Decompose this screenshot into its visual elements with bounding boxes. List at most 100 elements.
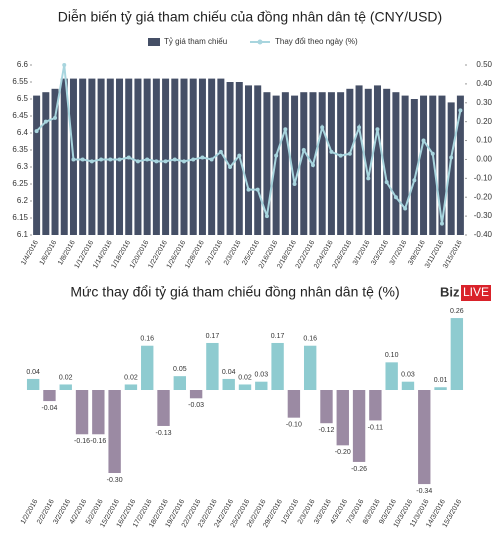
bar [43, 390, 56, 402]
line-marker [439, 221, 444, 226]
bar [26, 378, 40, 390]
line-marker [154, 159, 159, 164]
y-tick-label: 6.15 [12, 213, 28, 222]
bar [281, 92, 289, 235]
line-marker [200, 155, 205, 160]
line-marker [403, 206, 408, 211]
line-marker [108, 157, 113, 162]
x-tick-label: 3/3/2016 [370, 239, 390, 266]
x-tick-label: 2/26/2016 [332, 239, 354, 270]
line-marker [89, 159, 94, 164]
line-marker [80, 157, 85, 162]
line-marker [430, 151, 435, 156]
bar [97, 78, 105, 235]
bar [60, 78, 68, 235]
bar [327, 92, 335, 235]
line-marker [182, 159, 187, 164]
line-marker [301, 148, 306, 152]
bar [373, 85, 381, 236]
line-marker [329, 149, 334, 154]
data-label: -0.10 [286, 422, 302, 429]
bar [336, 390, 349, 446]
line-marker [135, 159, 140, 164]
bar [157, 390, 170, 426]
bar [254, 85, 262, 236]
bar [369, 390, 382, 421]
bar [303, 345, 317, 390]
bar [92, 390, 105, 435]
bar [401, 381, 415, 390]
y-tick-label: 6.25 [12, 179, 28, 188]
data-label: -0.34 [416, 488, 432, 495]
data-label: 0.03 [254, 372, 268, 379]
bar [143, 78, 151, 235]
line-marker [412, 178, 417, 183]
data-label: -0.30 [107, 477, 123, 484]
data-label: 0.17 [271, 333, 285, 340]
line-marker [264, 214, 269, 219]
line-marker [191, 157, 196, 162]
data-label: 0.10 [385, 352, 399, 359]
y-tick-label: 6.2 [17, 196, 29, 205]
bar [434, 387, 447, 390]
data-label: 0.04 [26, 369, 40, 376]
bar [320, 390, 333, 424]
bar [352, 390, 366, 462]
x-tick-label: 2/1/2016 [205, 239, 225, 266]
data-label: 0.02 [59, 374, 73, 381]
line-marker [449, 155, 454, 160]
bar [171, 78, 179, 235]
bar [79, 78, 87, 235]
bar [255, 381, 268, 390]
bar [291, 95, 299, 235]
bar [392, 92, 400, 235]
logo: Biz [440, 284, 460, 299]
bar [152, 78, 160, 235]
bar [88, 78, 96, 235]
legend-label: Thay đổi theo ngày (%) [275, 37, 358, 46]
y2-tick-label: -0.20 [474, 192, 493, 201]
y2-tick-label: 0.40 [476, 79, 492, 88]
y2-tick-label: -0.30 [474, 211, 493, 220]
line-marker [34, 129, 39, 134]
bar [418, 390, 431, 485]
line-marker [393, 195, 398, 200]
data-label: 0.17 [206, 333, 220, 340]
y2-tick-label: 0.30 [476, 98, 492, 107]
data-label: 0.16 [303, 336, 317, 343]
data-label: -0.03 [188, 402, 204, 409]
bar [429, 95, 437, 235]
x-tick-label: 1/6/2016 [39, 239, 59, 266]
data-label: 0.26 [450, 308, 464, 315]
data-label: -0.20 [335, 449, 351, 456]
bar [271, 342, 284, 390]
bar [33, 95, 41, 235]
y2-tick-label: 0.50 [476, 60, 492, 69]
line-marker [338, 153, 343, 158]
bar [116, 78, 124, 235]
line-marker [283, 127, 288, 132]
x-tick-label: 3/1/2016 [352, 239, 372, 266]
bar [385, 362, 398, 390]
y-tick-label: 6.3 [17, 162, 29, 171]
y-tick-label: 6.6 [17, 60, 29, 69]
data-label: -0.16 [74, 438, 90, 445]
bar [59, 384, 72, 390]
data-label: 0.02 [238, 374, 252, 381]
bar [173, 376, 187, 390]
x-tick-label: 3/15/2016 [442, 239, 464, 270]
line-marker [458, 108, 463, 113]
line-marker [99, 157, 104, 162]
logo-box [461, 285, 491, 301]
bar [51, 88, 59, 235]
y2-tick-label: -0.40 [474, 230, 493, 239]
data-label: 0.16 [140, 336, 154, 343]
bar [208, 78, 216, 235]
line-marker [384, 180, 389, 185]
bar [180, 78, 188, 235]
y2-tick-label: 0.20 [476, 117, 492, 126]
line-marker [292, 182, 297, 186]
line-marker [274, 153, 279, 158]
bar [244, 85, 253, 236]
bar [337, 92, 345, 235]
